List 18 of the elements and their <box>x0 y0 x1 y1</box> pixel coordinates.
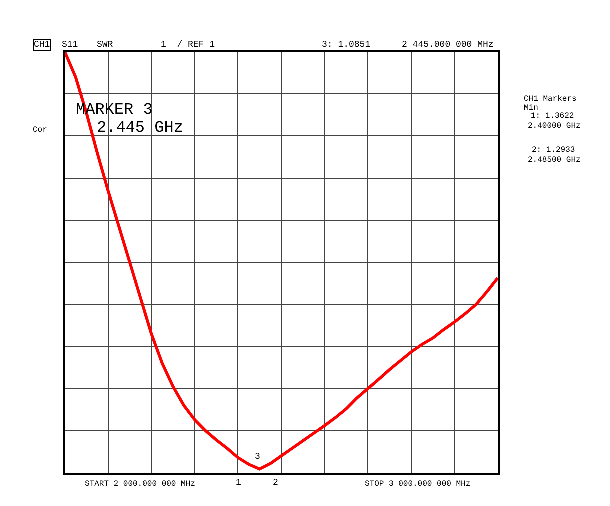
text: 2 <box>273 478 278 488</box>
text: Min <box>524 104 539 113</box>
text: CH1 <box>34 40 50 50</box>
text: Cor <box>33 126 48 135</box>
text: 3: 1.0851 <box>322 40 371 50</box>
text: 2.48500 GHz <box>528 156 582 165</box>
text: 2 445.000 000 MHz <box>402 40 494 50</box>
annotation: 3 <box>255 452 260 462</box>
text: S11 <box>62 40 78 50</box>
text: 1 / REF 1 <box>161 40 216 50</box>
text: STOP 3 000.000 000 MHz <box>365 480 471 489</box>
text: 1: 1.3622 <box>531 112 574 121</box>
text: SWR <box>97 40 114 50</box>
text: 1 <box>236 478 242 488</box>
text: START 2 000.000 000 MHz <box>85 480 196 489</box>
text: CH1 Markers <box>524 95 578 104</box>
text: 2: 1.2933 <box>532 146 576 155</box>
text: 2.40000 GHz <box>528 122 582 131</box>
